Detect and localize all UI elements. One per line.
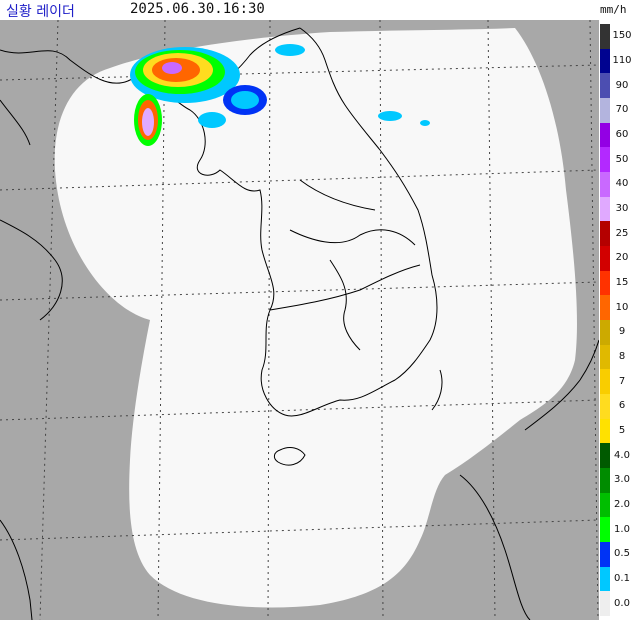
legend-label: 9	[618, 326, 626, 338]
legend-label: 15	[615, 277, 629, 288]
legend-label: 0.5	[614, 548, 630, 560]
legend-label: 25	[615, 227, 629, 239]
radar-coverage-area	[54, 28, 577, 608]
legend-swatch	[600, 443, 610, 468]
grid-lines	[0, 20, 599, 620]
legend-label: 40	[615, 178, 629, 190]
legend-swatch	[600, 418, 610, 444]
legend-label: 150	[612, 30, 632, 42]
precipitation-legend: 150 110 90 70 60 50 40 30 25 20 15 10 9 8 7 6 5 4.0 3.0 2.0…	[599, 20, 635, 620]
legend-label: 3.0	[614, 474, 630, 486]
observation-timestamp: 2025.06.30.16:30	[130, 1, 265, 17]
legend-swatch	[600, 48, 610, 74]
legend-swatch	[600, 172, 610, 197]
legend-label: 10	[615, 301, 629, 313]
radar-title: 실황 레이더	[6, 4, 75, 20]
legend-label: 5	[618, 425, 626, 436]
legend-label: 4.0	[614, 449, 630, 461]
legend-label: 0.0	[614, 597, 630, 609]
legend-label: 70	[615, 104, 629, 116]
radar-map	[0, 20, 599, 620]
legend-swatch	[600, 542, 610, 567]
legend-swatch	[600, 394, 610, 419]
legend-label: 1.0	[614, 523, 630, 535]
legend-unit: mm/h	[600, 3, 627, 16]
legend-swatch	[600, 566, 610, 592]
legend-swatch	[600, 344, 610, 370]
legend-swatch	[600, 73, 610, 98]
legend-swatch	[600, 320, 610, 345]
precipitation-echoes	[130, 44, 430, 146]
legend-swatch	[600, 591, 610, 616]
legend-label: 110	[612, 55, 632, 66]
legend-swatch	[600, 517, 610, 542]
legend-label: 60	[615, 129, 629, 140]
legend-swatch	[600, 295, 610, 320]
legend-label: 30	[615, 203, 629, 214]
legend-swatch	[600, 492, 610, 518]
legend-swatch	[600, 221, 610, 246]
legend-label: 6	[618, 400, 626, 412]
legend-swatch	[600, 270, 610, 296]
legend-label: 7	[618, 375, 626, 387]
header-bar: 실황 레이더 2025.06.30.16:30 mm/h	[0, 0, 635, 20]
legend-swatch	[600, 122, 610, 148]
legend-swatch	[600, 196, 610, 222]
legend-swatch	[600, 147, 610, 172]
legend-label: 0.1	[614, 573, 630, 584]
legend-label: 20	[615, 252, 629, 264]
legend-label: 2.0	[614, 499, 630, 510]
legend-label: 90	[615, 79, 629, 91]
legend-label: 8	[618, 351, 626, 362]
legend-swatch	[600, 468, 610, 493]
legend-label: 50	[615, 153, 629, 165]
legend-swatch	[600, 24, 610, 49]
legend-swatch	[600, 246, 610, 271]
legend-swatch	[600, 98, 610, 123]
legend-swatch	[600, 369, 610, 394]
